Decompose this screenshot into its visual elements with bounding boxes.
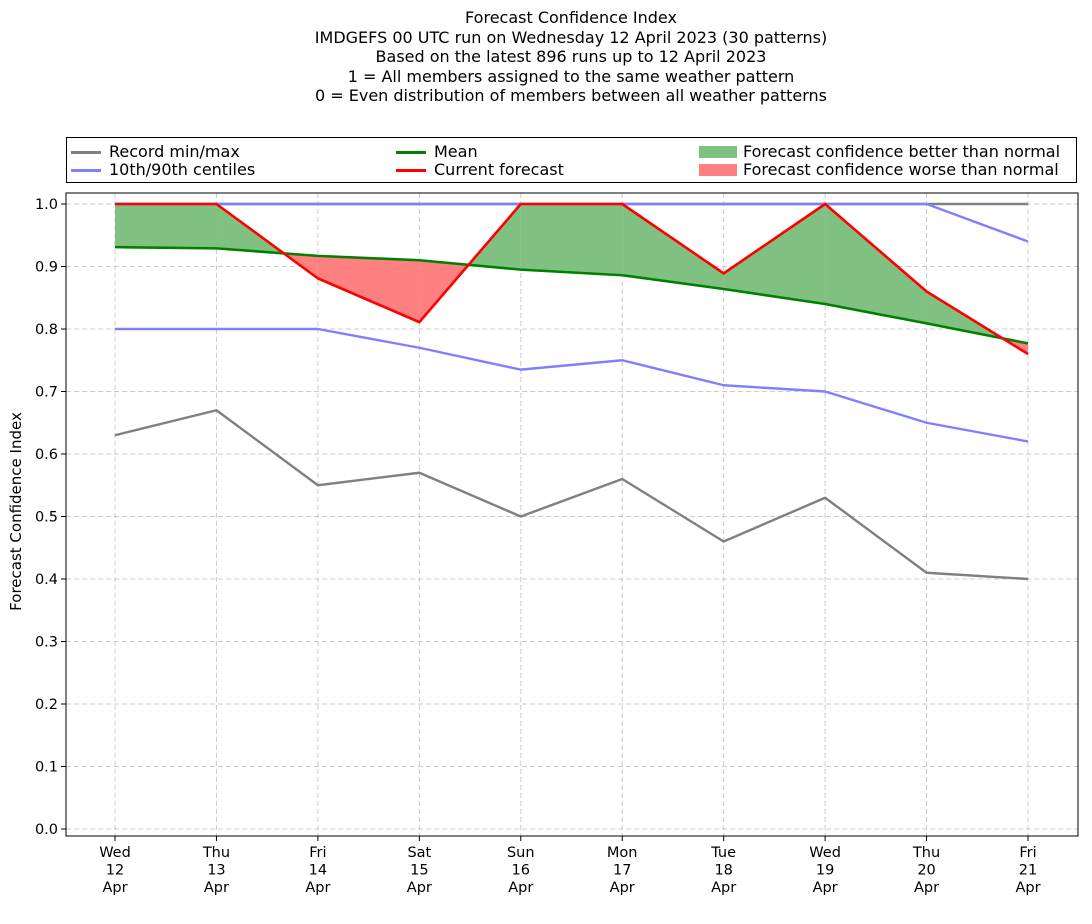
- x-tick-label: Sun: [507, 845, 535, 861]
- y-tick-label: 0.8: [35, 322, 58, 338]
- x-tick-label: Apr: [305, 880, 330, 896]
- x-tick-label: Apr: [508, 880, 533, 896]
- x-tick-label: 18: [714, 863, 732, 879]
- legend-label-record: Record min/max: [109, 142, 240, 161]
- grid: [66, 193, 1078, 836]
- x-axis: Wed12AprThu13AprFri14AprSat15AprSun16Apr…: [99, 836, 1041, 896]
- x-tick-label: 20: [917, 863, 935, 879]
- y-tick-label: 0.2: [35, 697, 58, 713]
- fill-better-than-normal: [723, 204, 826, 304]
- x-tick-label: Apr: [711, 880, 736, 896]
- y-tick-label: 0.9: [35, 260, 58, 276]
- x-tick-label: 21: [1019, 863, 1037, 879]
- legend-label-current: Current forecast: [434, 160, 564, 179]
- legend-swatch-current: [396, 168, 426, 172]
- y-tick-label: 0.5: [35, 510, 58, 526]
- series-line-mean: [114, 245, 1029, 345]
- x-tick-label: Thu: [912, 845, 940, 861]
- x-tick-label: Apr: [407, 880, 432, 896]
- title-line-3: Based on the latest 896 runs up to 12 Ap…: [375, 47, 767, 67]
- x-tick-label: 13: [207, 863, 225, 879]
- legend-label-mean: Mean: [434, 142, 478, 161]
- legend-item-mean: Mean: [396, 143, 478, 161]
- x-tick-label: Sat: [407, 845, 431, 861]
- fill-better-than-normal: [115, 204, 217, 249]
- x-tick-label: 19: [816, 863, 834, 879]
- fill-areas: [115, 204, 1028, 354]
- x-tick-label: Apr: [610, 880, 635, 896]
- legend-swatch-worse: [699, 164, 737, 176]
- x-tick-label: 14: [309, 863, 327, 879]
- x-tick-label: Apr: [102, 880, 127, 896]
- series-lines: [114, 202, 1029, 581]
- title-line-4: 1 = All members assigned to the same wea…: [347, 66, 795, 86]
- x-tick-label: 15: [410, 863, 428, 879]
- y-axis: 0.0 0.1 0.2 0.3 0.4 0.5 0.6 0.7 0.8 0.9 1.0: [35, 197, 66, 838]
- legend-item-better: Forecast confidence better than normal: [699, 143, 1060, 161]
- x-tick-label: Thu: [202, 845, 230, 861]
- x-tick-label: Tue: [710, 845, 736, 861]
- chart-title: Forecast Confidence Index IMDGEFS 00 UTC…: [0, 8, 1092, 106]
- x-tick-label: 12: [106, 863, 124, 879]
- x-tick-label: 17: [613, 863, 631, 879]
- x-tick-label: Wed: [809, 845, 841, 861]
- fill-worse-than-normal: [317, 255, 420, 323]
- legend-swatch-mean: [396, 150, 426, 154]
- legend-item-record: Record min/max: [71, 143, 240, 161]
- y-axis-label: Forecast Confidence Index: [7, 412, 25, 611]
- x-tick-label: Mon: [607, 845, 638, 861]
- series-line-record-min: [114, 409, 1029, 581]
- fill-better-than-normal: [825, 204, 927, 324]
- y-tick-label: 0.0: [35, 822, 58, 838]
- legend-label-worse: Forecast confidence worse than normal: [743, 160, 1059, 179]
- legend-item-worse: Forecast confidence worse than normal: [699, 161, 1059, 179]
- legend-item-centiles: 10th/90th centiles: [71, 161, 255, 179]
- x-tick-label: Apr: [204, 880, 229, 896]
- x-tick-label: Apr: [813, 880, 838, 896]
- title-line-1: Forecast Confidence Index: [465, 8, 677, 27]
- legend-label-centiles: 10th/90th centiles: [109, 160, 256, 179]
- legend-label-better: Forecast confidence better than normal: [743, 142, 1061, 161]
- legend-swatch-centiles: [71, 168, 101, 172]
- y-tick-label: 0.3: [35, 635, 58, 651]
- legend-item-current: Current forecast: [396, 161, 564, 179]
- y-tick-label: 0.4: [35, 572, 58, 588]
- title-line-2: IMDGEFS 00 UTC run on Wednesday 12 April…: [314, 27, 828, 47]
- y-tick-label: 0.1: [35, 760, 58, 776]
- x-tick-label: Wed: [99, 845, 131, 861]
- y-tick-label: 0.7: [35, 385, 58, 401]
- x-tick-label: Apr: [1015, 880, 1040, 896]
- legend-swatch-record: [71, 150, 101, 154]
- x-tick-label: Fri: [309, 845, 326, 861]
- chart-legend: Record min/max 10th/90th centiles Mean C…: [66, 137, 1077, 183]
- x-tick-label: Apr: [914, 880, 939, 896]
- series-line-current: [115, 202, 1029, 356]
- y-tick-label: 0.6: [35, 447, 58, 463]
- fill-better-than-normal: [622, 204, 724, 289]
- x-tick-label: 16: [512, 863, 530, 879]
- x-tick-label: Fri: [1019, 845, 1036, 861]
- legend-swatch-better: [699, 146, 737, 158]
- y-tick-label: 1.0: [35, 197, 58, 213]
- series-line-p10: [115, 327, 1029, 443]
- title-line-5: 0 = Even distribution of members between…: [314, 86, 828, 106]
- fill-better-than-normal: [520, 204, 623, 276]
- plot-frame: [65, 192, 1079, 837]
